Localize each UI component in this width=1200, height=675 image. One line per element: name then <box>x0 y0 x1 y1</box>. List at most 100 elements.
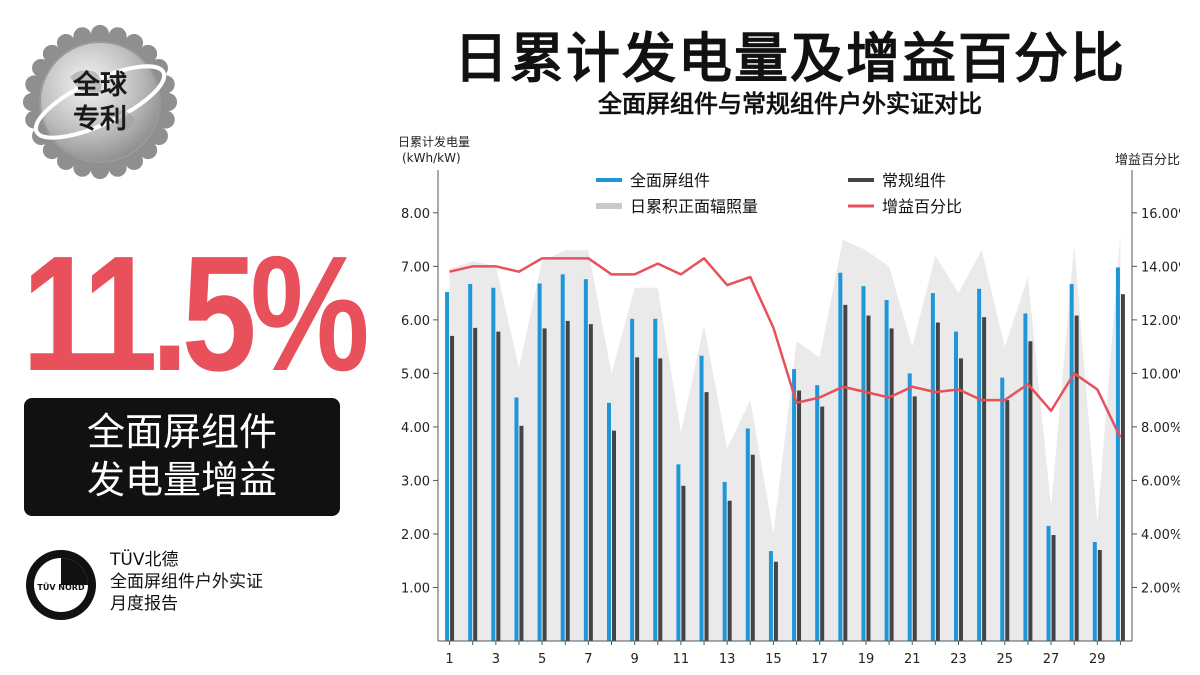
chart-subtitle: 全面屏组件与常规组件户外实证对比 <box>598 90 982 118</box>
x-tick-label: 13 <box>719 652 736 667</box>
bar-full-screen <box>607 402 611 641</box>
bar-full-screen <box>1092 541 1097 641</box>
bar-conventional <box>797 390 802 641</box>
bar-full-screen <box>1046 525 1051 641</box>
seal-line-2: 专利 <box>73 104 127 135</box>
y2-tick-label: 8.00% <box>1141 421 1180 436</box>
report-line-3: 月度报告 <box>110 594 178 614</box>
bar-conventional <box>1005 400 1010 641</box>
bar-full-screen <box>815 385 820 641</box>
bar-full-screen <box>930 293 935 641</box>
y-tick-label: 7.00 <box>401 260 430 275</box>
bar-full-screen <box>722 482 727 641</box>
y-tick-label: 4.00 <box>401 421 430 436</box>
legend-label-gain: 增益百分比 <box>882 197 962 216</box>
bar-conventional <box>843 304 848 641</box>
bar-conventional <box>588 324 593 641</box>
legend-label-irradiance: 日累积正面辐照量 <box>630 197 758 216</box>
bar-conventional <box>773 561 778 641</box>
bar-full-screen <box>1023 313 1028 641</box>
y-tick-label: 3.00 <box>401 474 430 489</box>
y-axis-label-line-2: (kWh/kW) <box>402 151 461 165</box>
y2-axis-label: 增益百分比 <box>1115 153 1180 168</box>
bar-conventional <box>866 315 871 641</box>
bar-conventional <box>750 454 755 641</box>
y-tick-label: 1.00 <box>401 581 430 596</box>
generation-chart: 日累计发电量 (kWh/kW) 增益百分比 1.00 2.00 3.00 4.00 5.… <box>398 134 1180 667</box>
bar-full-screen <box>560 274 565 641</box>
y2-tick-label: 14.00% <box>1141 260 1180 275</box>
bar-full-screen <box>1000 377 1005 641</box>
bar-full-screen <box>838 272 843 641</box>
x-tick-label: 19 <box>858 652 875 667</box>
irradiance-area <box>449 234 1121 641</box>
legend-label-full-screen: 全面屏组件 <box>630 171 710 190</box>
bar-full-screen <box>792 369 797 641</box>
bar-conventional <box>1120 294 1125 641</box>
bar-conventional <box>982 317 987 641</box>
bar-conventional <box>612 430 616 641</box>
y-tick-label: 6.00 <box>401 314 430 329</box>
report-line-1: TÜV北德 <box>110 550 179 570</box>
bar-full-screen <box>653 318 658 641</box>
bar-full-screen <box>768 551 773 641</box>
bar-full-screen <box>630 318 635 641</box>
bar-full-screen <box>583 279 588 641</box>
bar-full-screen <box>745 428 750 641</box>
x-tick-label: 25 <box>996 652 1013 667</box>
highlight-line-1: 全面屏组件 <box>86 410 277 454</box>
bar-full-screen <box>954 331 958 641</box>
bar-conventional <box>959 358 963 641</box>
seal-line-1: 全球 <box>72 69 128 101</box>
x-tick-label: 5 <box>538 652 546 667</box>
bar-conventional <box>704 392 709 641</box>
y2-tick-label: 2.00% <box>1141 581 1180 596</box>
bar-conventional <box>450 335 455 641</box>
highlight-line-2: 发电量增益 <box>86 458 277 502</box>
legend-label-conventional: 常规组件 <box>882 171 946 190</box>
bar-conventional <box>681 485 686 641</box>
bar-conventional <box>1074 315 1079 641</box>
bar-full-screen <box>445 292 450 641</box>
bar-conventional <box>820 406 825 641</box>
bar-conventional <box>658 358 663 641</box>
x-tick-label: 17 <box>811 652 828 667</box>
bar-full-screen <box>907 373 912 641</box>
chart-legend: 全面屏组件 常规组件 日累积正面辐照量 增益百分比 <box>596 171 962 216</box>
report-line-2: 全面屏组件户外实证 <box>110 572 263 592</box>
y-tick-label: 2.00 <box>401 528 430 543</box>
x-tick-label: 7 <box>584 652 592 667</box>
bar-full-screen <box>1115 267 1120 641</box>
y2-tick-label: 10.00% <box>1141 367 1180 382</box>
y-tick-label: 8.00 <box>401 207 430 222</box>
bar-conventional <box>889 328 894 641</box>
bar-full-screen <box>468 284 473 641</box>
y2-tick-label: 12.00% <box>1141 314 1180 329</box>
x-tick-label: 29 <box>1089 652 1106 667</box>
bar-full-screen <box>537 283 542 641</box>
bar-full-screen <box>699 355 704 641</box>
bar-full-screen <box>884 300 889 641</box>
bar-conventional <box>1097 550 1102 641</box>
bar-full-screen <box>514 397 519 641</box>
bar-full-screen <box>491 287 496 641</box>
y2-tick-label: 16.00% <box>1141 207 1180 222</box>
bar-conventional <box>727 500 732 641</box>
bar-conventional <box>635 357 640 641</box>
tuv-logo-text: TÜV NORD <box>37 582 85 592</box>
bar-conventional <box>1051 535 1056 641</box>
bar-conventional <box>1028 341 1033 641</box>
report-info: TÜV北德 全面屏组件户外实证 月度报告 <box>110 549 263 615</box>
bar-full-screen <box>861 286 866 641</box>
gain-percent-value: 11.5% <box>22 222 370 405</box>
bar-conventional <box>473 327 478 641</box>
x-tick-label: 9 <box>630 652 638 667</box>
global-patent-seal: 全球 专利 <box>22 24 178 180</box>
x-tick-label: 1 <box>445 652 453 667</box>
chart-title: 日累计发电量及增益百分比 <box>454 27 1126 90</box>
bar-full-screen <box>1069 284 1074 641</box>
x-tick-label: 27 <box>1043 652 1060 667</box>
bar-conventional <box>542 328 547 641</box>
bar-full-screen <box>977 288 982 641</box>
x-tick-label: 21 <box>904 652 921 667</box>
